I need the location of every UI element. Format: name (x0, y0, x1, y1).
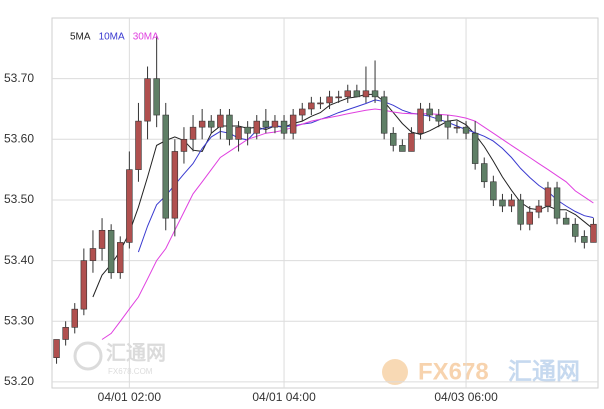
y-tick-label: 53.50 (4, 192, 34, 206)
candle-body (80, 260, 88, 310)
candle-body (426, 108, 433, 116)
candle-body (481, 163, 488, 183)
candle-body (262, 120, 270, 128)
legend-entry: 5MA (70, 32, 91, 43)
x-tick-label: 04/01 02:00 (98, 390, 162, 404)
y-tick-label: 53.70 (4, 71, 34, 85)
candle-body (317, 102, 324, 105)
candle-body (553, 187, 561, 219)
watermark-logo (73, 341, 103, 371)
candle-body (444, 120, 452, 128)
candle-body (508, 199, 515, 207)
candle-body (198, 120, 206, 128)
candle-body (453, 126, 461, 129)
candle-body (71, 308, 78, 328)
watermark-text: 汇通网 (508, 358, 580, 385)
candle-body (171, 151, 179, 219)
candle-body (235, 126, 242, 140)
candle-body (344, 90, 351, 98)
candle-body (380, 96, 388, 134)
candle-body (544, 187, 552, 207)
candle-body (299, 108, 306, 116)
candle-body (353, 90, 361, 98)
y-tick-label: 53.30 (4, 313, 34, 327)
candle-body (117, 242, 124, 274)
candle-body (217, 114, 224, 128)
candle-body (535, 205, 543, 213)
candle-body (562, 217, 570, 225)
candle-body (399, 145, 406, 152)
candle-body (417, 108, 424, 134)
watermark-logo (382, 359, 408, 385)
candle-body (462, 126, 470, 134)
candle-body (180, 139, 188, 152)
candle-body (153, 78, 160, 116)
watermark-text: 汇通网 (106, 341, 166, 364)
candle-body (53, 339, 60, 358)
candle-body (390, 132, 397, 146)
candle-body (62, 327, 69, 340)
x-tick-label: 04/01 04:00 (252, 390, 316, 404)
candle-body (362, 90, 370, 98)
y-tick-label: 53.40 (4, 253, 34, 267)
candle-body (226, 114, 233, 140)
watermark-right: FX678 汇通网 (382, 358, 580, 385)
candle-body (208, 120, 215, 128)
watermark-text: FX678 (418, 358, 489, 385)
candle-body (517, 199, 524, 225)
legend-entry: 30MA (133, 32, 159, 43)
candle-body (490, 181, 497, 201)
watermark-left: 汇通网 FX678.COM (73, 341, 166, 376)
legend-entry: 10MA (99, 32, 125, 43)
candle-body (98, 229, 106, 249)
candle-body (280, 120, 288, 134)
candle-body (135, 120, 142, 170)
candle-body (581, 236, 588, 243)
candle-body (244, 126, 251, 134)
candle-body (499, 199, 506, 207)
candle-body (335, 96, 342, 99)
candle-body (408, 132, 415, 152)
grid: 53.20 53.30 53.40 53.50 53.60 53.70 04/01 02:0… (4, 18, 598, 404)
ma-line (101, 108, 594, 340)
candle-body (189, 126, 197, 140)
candle-body (435, 114, 442, 122)
y-tick-label: 53.60 (4, 131, 34, 145)
candle-body (326, 96, 333, 104)
candle-body (126, 169, 133, 243)
candle-body (107, 229, 115, 274)
ma-lines (92, 93, 594, 340)
candle-body (572, 223, 579, 237)
candle-body (471, 132, 479, 164)
candle-body (526, 211, 533, 225)
candle-body (590, 223, 597, 243)
candles (53, 36, 597, 364)
candle-body (253, 120, 260, 134)
candle-body (89, 248, 97, 261)
candle-body (289, 114, 297, 134)
candle-body (144, 78, 151, 122)
ma-line (92, 93, 594, 298)
watermark-text: FX678.COM (108, 367, 153, 376)
x-tick-label: 04/03 06:00 (434, 390, 498, 404)
plot-frame (51, 17, 599, 389)
y-tick-label: 53.20 (4, 374, 34, 388)
candle-body (162, 114, 169, 219)
legend: 5MA 10MA 30MA (70, 32, 159, 43)
ma-line (137, 99, 594, 253)
candle-body (371, 90, 379, 98)
candle-body (271, 120, 279, 128)
candle-body (308, 102, 315, 110)
